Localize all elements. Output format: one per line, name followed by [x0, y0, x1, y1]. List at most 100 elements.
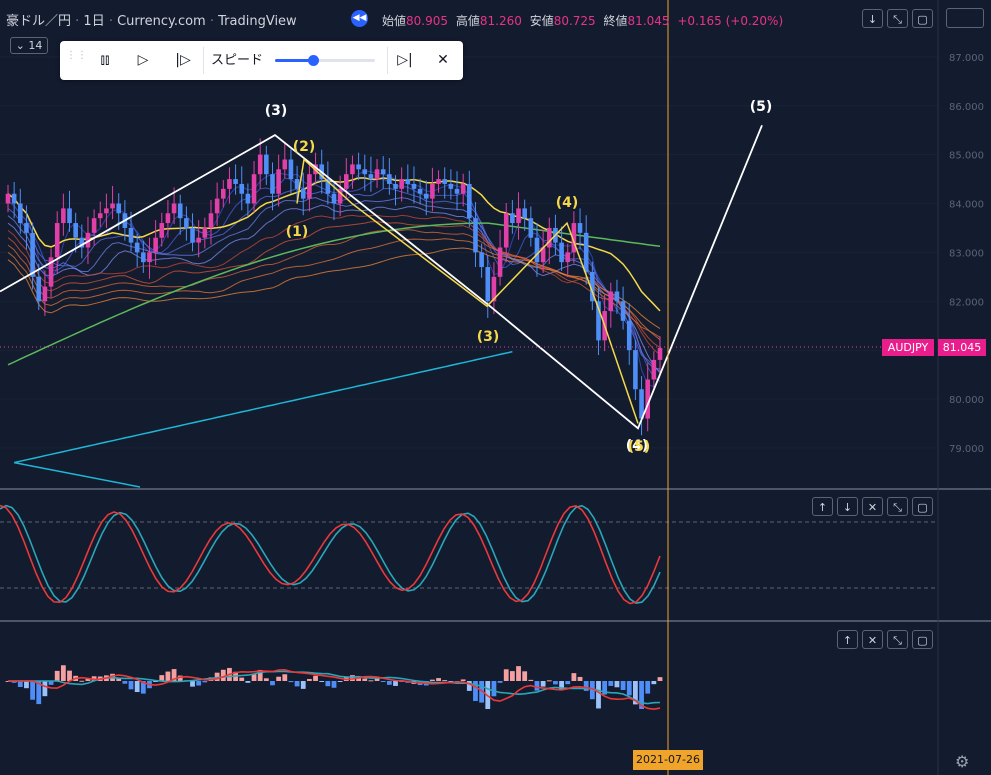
stoch-d-line — [0, 504, 661, 604]
candle-body — [251, 174, 257, 204]
delete-pane-icon[interactable]: ✕ — [862, 630, 883, 649]
y-tick-label: 86.000 — [949, 102, 984, 113]
macd-signal-line — [8, 670, 661, 705]
candle-body — [368, 174, 374, 180]
macd-histogram-bar — [85, 678, 91, 681]
drag-handle-icon[interactable]: ⋮⋮ — [66, 50, 88, 61]
macd-histogram-bar — [602, 681, 608, 695]
move-up-icon[interactable]: ↑ — [837, 630, 858, 649]
candle-body — [503, 213, 509, 248]
macd-histogram-bar — [534, 681, 540, 691]
collapse-pane-icon[interactable]: ⤡ — [887, 9, 908, 28]
macd-histogram-bar — [36, 681, 42, 705]
wave-label: (5) — [628, 439, 651, 455]
maximize-pane-icon[interactable]: ▢ — [912, 630, 933, 649]
candle-body — [116, 203, 122, 214]
candle-body — [374, 169, 380, 180]
close-icon[interactable]: ✕ — [437, 52, 449, 68]
candle-body — [184, 218, 189, 228]
candle-body — [380, 169, 386, 175]
ribbon-line — [7, 247, 661, 330]
macd-histogram-bar — [448, 681, 454, 682]
collapse-pane-icon[interactable]: ⤡ — [887, 497, 908, 516]
symbol-name[interactable]: 豪ドル／円 — [6, 14, 72, 29]
move-up-icon[interactable]: ↑ — [812, 497, 833, 516]
macd-histogram-bar — [497, 681, 503, 683]
move-down-icon[interactable]: ↓ — [837, 497, 858, 516]
macd-histogram-bar — [24, 681, 29, 689]
symbol-price-tag: AUDJPY — [882, 339, 934, 356]
macd-histogram-bar — [356, 677, 362, 681]
candle-body — [270, 174, 275, 194]
last-price-tag: 81.045 — [938, 339, 986, 356]
macd-histogram-bar — [626, 681, 632, 696]
indicator-collapse-button[interactable]: ⌄ 14 — [10, 37, 48, 54]
step-forward-icon[interactable]: |▷ — [175, 52, 191, 68]
candle-body — [239, 183, 245, 194]
wave-label: (3) — [477, 329, 500, 345]
chart-header: 豪ドル／円 · 1日 · Currency.com · TradingView — [6, 14, 297, 29]
candle-body — [67, 208, 72, 224]
speed-slider[interactable] — [275, 55, 375, 66]
replay-rewind-icon[interactable]: ◀◀ — [351, 10, 368, 27]
candle-body — [583, 232, 589, 272]
candle-body — [479, 252, 484, 268]
axis-settings-button[interactable] — [946, 8, 984, 28]
ribbon-line — [7, 238, 661, 341]
jump-to-realtime-icon[interactable]: ▷| — [397, 52, 413, 68]
replay-toolbar: ⋮⋮ ⫾⫾ ▷ |▷ スピード ▷| ✕ — [60, 41, 463, 80]
macd-histogram-bar — [288, 681, 294, 683]
candle-body — [633, 350, 638, 390]
candle-body — [620, 301, 626, 321]
candle-body — [423, 193, 429, 199]
macd-histogram-bar — [282, 674, 288, 681]
maximize-pane-icon[interactable]: ▢ — [912, 9, 933, 28]
candle-body — [264, 154, 269, 175]
candle-body — [85, 232, 91, 248]
macd-histogram-bar — [380, 681, 386, 682]
close-value: 81.045 — [627, 14, 670, 28]
macd-histogram-bar — [54, 670, 60, 681]
candle-select-icon[interactable]: ⫾⫾ — [100, 52, 110, 68]
collapse-pane-icon[interactable]: ⤡ — [887, 630, 908, 649]
interval[interactable]: 1日 — [83, 14, 105, 29]
macd-histogram-bar — [608, 681, 614, 686]
speed-slider-knob[interactable] — [308, 55, 319, 66]
macd-histogram-bar — [331, 681, 337, 688]
macd-histogram-bar — [171, 669, 177, 681]
candle-body — [325, 179, 331, 194]
macd-histogram-bar — [430, 679, 435, 681]
candle-body — [227, 179, 232, 189]
macd-histogram-bar — [596, 681, 601, 709]
move-down-icon[interactable]: ↓ — [862, 9, 883, 28]
candle-body — [344, 174, 349, 189]
candle-body — [128, 227, 134, 243]
delete-pane-icon[interactable]: ✕ — [862, 497, 883, 516]
candle-body — [546, 227, 552, 248]
ribbon-line — [7, 197, 661, 370]
macd-histogram-bar — [220, 669, 226, 681]
candle-body — [417, 188, 423, 194]
macd-histogram-bar — [122, 681, 128, 684]
maximize-pane-icon[interactable]: ▢ — [912, 497, 933, 516]
candle-body — [516, 208, 521, 224]
candle-body — [190, 227, 195, 243]
play-icon[interactable]: ▷ — [137, 52, 149, 68]
macd-histogram-bar — [368, 680, 374, 682]
candle-body — [245, 193, 251, 204]
macd-line — [8, 668, 661, 711]
macd-histogram-bar — [460, 679, 466, 681]
macd-histogram-bar — [263, 678, 269, 681]
candle-body — [73, 223, 78, 238]
macd-histogram-bar — [374, 677, 380, 681]
macd-histogram-bar — [559, 681, 564, 690]
macd-histogram-bar — [313, 675, 318, 681]
candle-body — [399, 179, 404, 189]
price-grid — [0, 56, 938, 449]
macd-histogram-bar — [577, 676, 583, 681]
macd-histogram-bar — [553, 681, 558, 685]
y-tick-label: 83.000 — [949, 248, 984, 259]
gear-icon[interactable]: ⚙ — [955, 752, 970, 771]
candle-body — [24, 223, 29, 233]
